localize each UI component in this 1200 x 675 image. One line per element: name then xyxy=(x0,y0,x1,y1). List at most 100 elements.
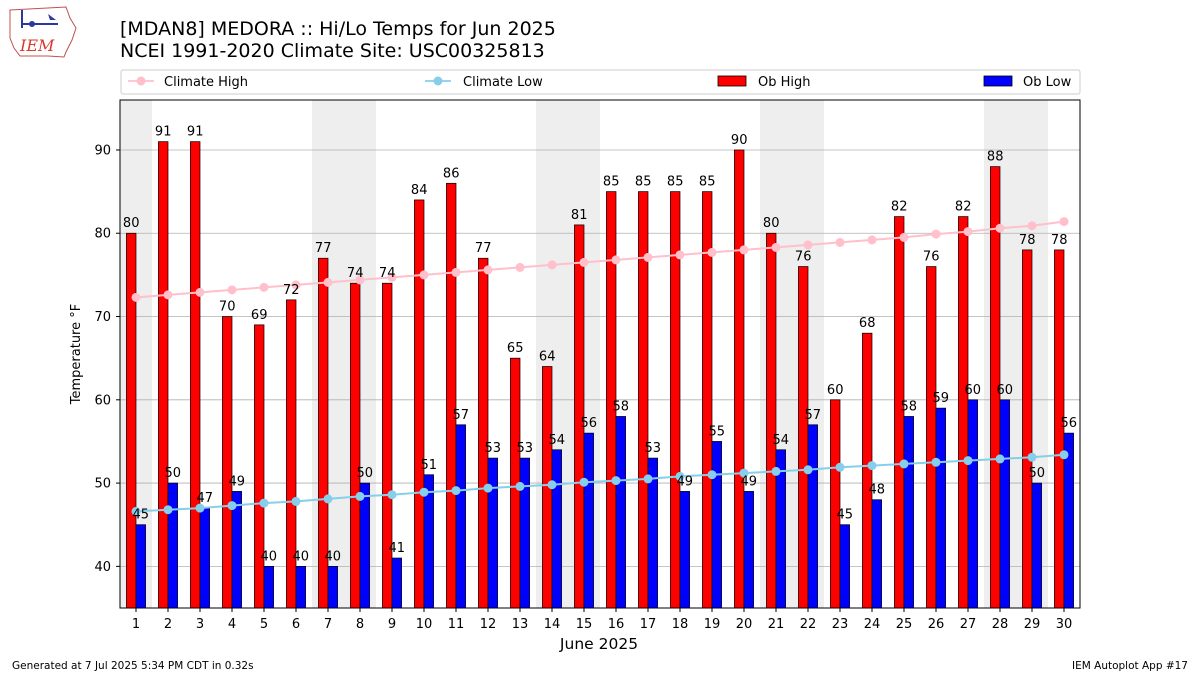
ob-low-value-label: 56 xyxy=(581,416,598,431)
ob-low-bar xyxy=(551,449,562,609)
climate-low-marker xyxy=(451,486,461,496)
climate-low-marker xyxy=(1059,450,1069,460)
climate-low-marker xyxy=(355,491,365,501)
x-tick-label: 26 xyxy=(928,617,945,632)
ob-low-bar xyxy=(487,457,498,609)
ob-low-value-label: 50 xyxy=(1029,466,1046,481)
ob-low-value-label: 49 xyxy=(677,474,694,489)
ob-high-value-label: 78 xyxy=(1051,233,1068,248)
climate-low-marker xyxy=(643,474,653,484)
climate-high-marker xyxy=(995,223,1005,233)
climate-low-marker xyxy=(771,466,781,476)
ob-high-bar xyxy=(414,199,425,609)
ob-low-value-label: 57 xyxy=(805,408,822,423)
ob-low-value-label: 59 xyxy=(933,391,950,406)
ob-low-bar xyxy=(1031,482,1042,609)
ob-low-value-label: 40 xyxy=(261,549,278,564)
ob-low-value-label: 50 xyxy=(165,466,182,481)
ob-high-value-label: 65 xyxy=(507,341,524,356)
x-tick-label: 18 xyxy=(672,617,689,632)
ob-high-value-label: 88 xyxy=(987,150,1004,165)
x-tick-label: 27 xyxy=(960,617,977,632)
ob-low-value-label: 40 xyxy=(325,549,342,564)
climate-low-line xyxy=(135,453,1065,513)
climate-low-marker xyxy=(995,454,1005,464)
plot-frame xyxy=(119,99,1081,609)
climate-high-marker xyxy=(643,252,653,262)
ob-low-bar xyxy=(455,424,466,609)
y-tick-label: 50 xyxy=(94,477,111,492)
ob-low-bar xyxy=(807,424,818,609)
ob-high-value-label: 68 xyxy=(859,316,876,331)
climate-high-marker xyxy=(515,262,525,272)
ob-high-value-label: 70 xyxy=(219,300,236,315)
climate-low-marker xyxy=(227,501,237,511)
ob-low-value-label: 53 xyxy=(645,441,662,456)
ob-high-bar xyxy=(254,324,265,609)
legend-ob-high-label: Ob High xyxy=(758,75,811,90)
climate-low-marker xyxy=(323,494,333,504)
y-tick-label: 80 xyxy=(94,227,111,242)
x-tick-label: 12 xyxy=(480,617,497,632)
climate-high-marker xyxy=(739,245,749,255)
ob-high-value-label: 76 xyxy=(923,250,940,265)
ob-low-value-label: 54 xyxy=(549,433,566,448)
climate-high-marker xyxy=(355,275,365,285)
ob-low-bar xyxy=(871,499,882,609)
ob-low-bar xyxy=(263,566,274,609)
ob-low-value-label: 45 xyxy=(133,508,150,523)
iowa-outline-icon xyxy=(9,6,77,58)
climate-low-marker xyxy=(131,506,141,516)
ob-low-bar xyxy=(1063,432,1074,609)
climate-high-marker xyxy=(899,232,909,242)
x-tick-label: 30 xyxy=(1056,617,1073,632)
climate-low-marker xyxy=(803,465,813,475)
climate-high-line xyxy=(135,220,1065,299)
x-tick-label: 1 xyxy=(132,617,140,632)
ob-high-value-label: 69 xyxy=(251,308,268,323)
x-tick-label: 10 xyxy=(416,617,433,632)
bar-series xyxy=(126,141,1074,609)
legend-climate-high-marker xyxy=(136,76,146,86)
ob-low-value-label: 60 xyxy=(997,383,1014,398)
x-tick-label: 9 xyxy=(388,617,396,632)
x-tick-label: 6 xyxy=(292,617,300,632)
ob-high-bar xyxy=(766,232,777,609)
ob-low-value-label: 48 xyxy=(869,483,886,498)
climate-high-marker xyxy=(1027,221,1037,231)
ob-high-bar xyxy=(958,216,969,609)
climate-low-marker xyxy=(611,476,621,486)
x-tick-label: 4 xyxy=(228,617,236,632)
climate-high-marker xyxy=(451,267,461,277)
climate-high-marker xyxy=(195,287,205,297)
climate-high-marker xyxy=(579,257,589,267)
ob-high-value-label: 81 xyxy=(571,208,588,223)
ob-high-bar xyxy=(190,141,201,609)
x-tick-label: 28 xyxy=(992,617,1009,632)
ob-low-value-label: 40 xyxy=(293,549,310,564)
ob-low-value-label: 53 xyxy=(517,441,534,456)
climate-low-marker xyxy=(259,498,269,508)
ob-low-bar xyxy=(199,507,210,609)
gridlines xyxy=(120,149,1080,567)
ob-high-bar xyxy=(478,257,489,609)
ob-low-value-label: 50 xyxy=(357,466,374,481)
ob-high-value-label: 80 xyxy=(123,216,140,231)
ob-low-bar xyxy=(679,491,690,609)
iem-logo: IEM xyxy=(9,6,77,58)
ob-low-bar xyxy=(743,491,754,609)
ob-low-bar xyxy=(839,524,850,609)
ob-high-value-label: 85 xyxy=(699,175,716,190)
climate-high-marker xyxy=(835,237,845,247)
climate-high-marker xyxy=(611,255,621,265)
ob-low-bar xyxy=(615,416,626,609)
climate-low-marker xyxy=(707,470,717,480)
ob-high-bar xyxy=(830,399,841,609)
ob-low-value-label: 55 xyxy=(709,424,726,439)
climate-low-marker xyxy=(291,496,301,506)
x-tick-label: 5 xyxy=(260,617,268,632)
ob-high-value-label: 60 xyxy=(827,383,844,398)
climate-low-marker xyxy=(579,477,589,487)
x-tick-label: 29 xyxy=(1024,617,1041,632)
